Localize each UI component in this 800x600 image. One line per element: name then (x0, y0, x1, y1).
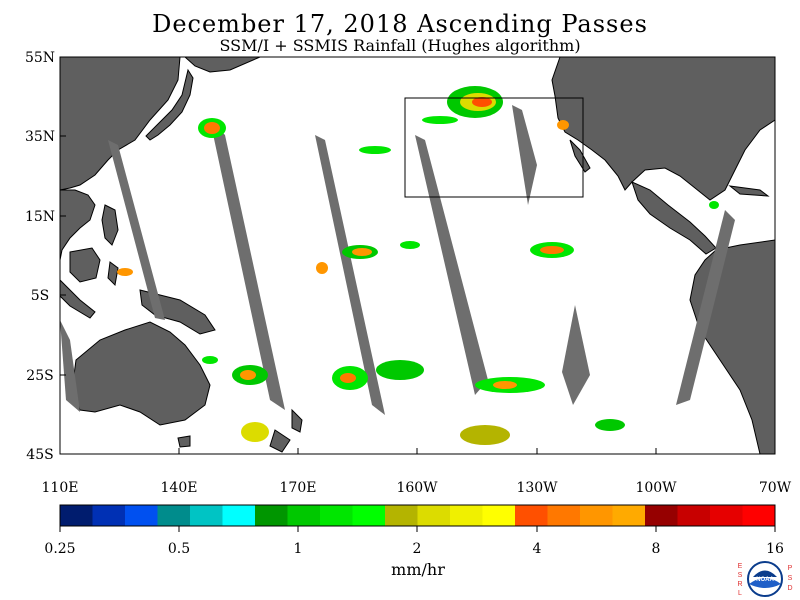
logo-letter: E (738, 563, 743, 570)
rain-patch-south-pacific-5 (460, 425, 510, 445)
rain-patch-aus-north (202, 356, 218, 364)
logo-letter: D (787, 585, 792, 592)
colorbar-tick-label: 8 (652, 541, 661, 557)
land-sulawesi (107, 261, 119, 287)
lat-label: 15N (25, 209, 55, 225)
logo-letter: P (788, 565, 793, 572)
colorbar-swatch (645, 505, 678, 526)
rain-patch-coast (557, 120, 569, 130)
rainfall-patches (117, 86, 719, 445)
region-box (404, 97, 584, 198)
map-subtitle: SSM/I + SSMIS Rainfall (Hughes algorithm… (219, 36, 581, 55)
colorbar-swatch (157, 505, 191, 526)
land-australia (71, 321, 211, 426)
colorbar-tick-label: 1 (294, 541, 303, 557)
land-baja (569, 139, 591, 173)
swath-gap-6 (562, 305, 590, 405)
colorbar-swatch (320, 505, 353, 526)
swath-gap-4 (415, 135, 488, 395)
colorbar-ticks (59, 526, 776, 532)
rain-patch-nz (241, 422, 269, 442)
land-asia-south (60, 189, 96, 261)
colorbar-swatch (222, 505, 256, 526)
rain-patch-far-south (595, 419, 625, 431)
colorbar-swatch (677, 505, 711, 526)
land-philippines (101, 204, 119, 246)
rain-patch-dateline (400, 241, 420, 249)
land-new-zealand (291, 408, 303, 433)
colorbar-swatch (710, 505, 743, 526)
lon-label: 70W (759, 480, 792, 496)
swath-gap-7 (676, 210, 735, 405)
rain-patch-indonesia (117, 268, 133, 276)
land-borneo (69, 247, 101, 283)
colorbar-tick-label: 16 (766, 541, 784, 557)
colorbar-swatch (352, 505, 386, 526)
colorbar-swatch (580, 505, 613, 526)
colorbar-swatch (287, 505, 321, 526)
colorbar-tick-label: 0.25 (44, 541, 75, 557)
logo-letter: S (788, 575, 793, 582)
colorbar-units: mm/hr (391, 560, 445, 579)
lon-label: 130W (516, 480, 558, 496)
lon-ticks (59, 448, 776, 454)
lat-label: 5S (31, 288, 50, 304)
lon-label: 100W (635, 480, 677, 496)
colorbar-swatch (450, 505, 483, 526)
colorbar-swatch (60, 505, 93, 526)
rain-patch-northeast-stripe (422, 116, 458, 124)
land-japan (145, 68, 194, 141)
lat-label: 45S (26, 447, 53, 463)
land-new-zealand-south (269, 429, 291, 453)
land-russia-east (184, 57, 261, 73)
noaa-logo-bird (753, 570, 777, 577)
colorbar-swatch (482, 505, 516, 526)
colorbar-swatch (190, 505, 223, 526)
lat-label: 25S (26, 368, 53, 384)
lat-ticks (60, 56, 66, 455)
lat-label: 55N (25, 50, 55, 66)
land-tasmania (177, 435, 191, 448)
lat-label: 35N (25, 129, 55, 145)
colorbar-swatch (612, 505, 646, 526)
colorbar (59, 504, 776, 527)
noaa-logo-text: NOAA (756, 577, 774, 583)
colorbar-swatch (417, 505, 451, 526)
swath-gap-3 (315, 135, 385, 415)
rain-patch-west-pacific (316, 262, 328, 274)
colorbar-tick-label: 0.5 (168, 541, 190, 557)
rain-patch-subtropic (359, 146, 391, 154)
colorbar-swatch (515, 505, 548, 526)
colorbar-tick-label: 4 (533, 541, 542, 557)
noaa-esrl-psd-logo: NOAA E S R L P S D (737, 561, 793, 597)
swath-gaps (60, 105, 735, 415)
colorbar-swatch (125, 505, 158, 526)
swath-gap-1 (108, 140, 165, 320)
swath-gap-8 (60, 320, 80, 412)
swath-gap-2 (210, 120, 285, 410)
colorbar-swatch (547, 505, 581, 526)
swath-gap-5 (512, 105, 537, 205)
logo-letter: S (738, 572, 743, 579)
map-plot-area (60, 57, 775, 454)
map-title: December 17, 2018 Ascending Passes (152, 10, 648, 38)
land-sumatra (60, 279, 96, 319)
noaa-logo-wave (749, 578, 781, 588)
logo-letter: R (737, 581, 742, 588)
land-central-america (631, 181, 717, 255)
colorbar-swatch (255, 505, 288, 526)
colorbar-swatch (742, 505, 776, 526)
colorbar-tick-label: 2 (413, 541, 422, 557)
lon-label: 140E (161, 480, 198, 496)
lon-label: 170E (280, 480, 317, 496)
logo-letter: L (738, 590, 742, 597)
rain-patch-gulf (709, 201, 719, 209)
colorbar-swatch (385, 505, 418, 526)
lon-label: 160W (396, 480, 438, 496)
rain-patch-south-pacific-3 (376, 360, 424, 380)
lon-label: 110E (42, 480, 79, 496)
land-cuba (728, 185, 770, 197)
colorbar-swatch (92, 505, 126, 526)
